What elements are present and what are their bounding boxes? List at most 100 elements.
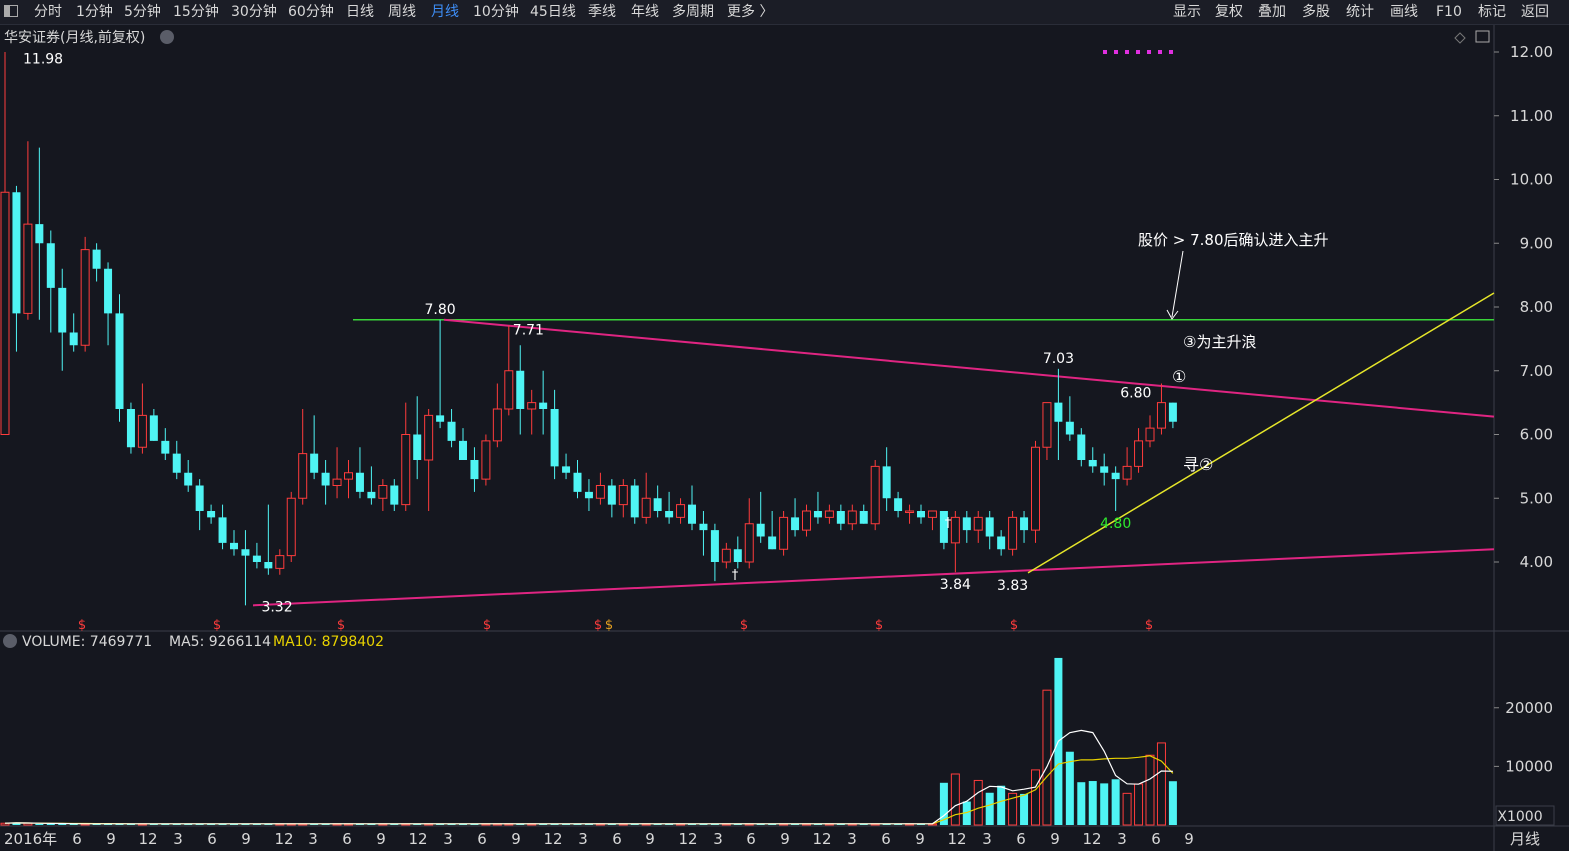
time-tick-label: 6 bbox=[612, 830, 622, 848]
candle-body bbox=[390, 485, 399, 505]
tool-tab-7[interactable]: 标记 bbox=[1478, 4, 1506, 20]
candle-body bbox=[562, 466, 571, 473]
candle-body bbox=[813, 511, 822, 518]
candle-body bbox=[859, 511, 868, 524]
volume-bar bbox=[207, 823, 216, 825]
candle-body bbox=[80, 249, 90, 346]
main-annotation: 股价 > 7.80后确认进入主升 bbox=[1138, 231, 1329, 249]
tab-4[interactable]: 30分钟 bbox=[231, 4, 277, 20]
candle-body bbox=[1122, 465, 1132, 480]
tool-tab-5[interactable]: 画线 bbox=[1390, 4, 1418, 20]
title-dropdown-icon bbox=[160, 30, 174, 44]
volume-bar bbox=[355, 823, 364, 825]
candle-body bbox=[721, 548, 731, 563]
stock-chart[interactable]: 12.00 11.00 10.00 9.00 8.00 7.00 6.00 5.00 4.00 华… bbox=[0, 25, 1569, 851]
time-tick-label: 3 bbox=[443, 830, 453, 848]
tab-7[interactable]: 周线 bbox=[388, 4, 416, 20]
tab-11[interactable]: 季线 bbox=[588, 4, 616, 20]
candle-body bbox=[882, 466, 891, 499]
candle-body bbox=[527, 402, 537, 410]
tab-5[interactable]: 60分钟 bbox=[288, 4, 334, 20]
time-tick-label: 6 bbox=[342, 830, 352, 848]
time-tick-label: 12 bbox=[678, 830, 697, 848]
candle-body bbox=[69, 332, 78, 346]
tab-3[interactable]: 15分钟 bbox=[173, 4, 219, 20]
candle-body bbox=[950, 516, 960, 544]
signal-marker: $ bbox=[875, 618, 883, 633]
tab-12[interactable]: 年线 bbox=[631, 4, 659, 20]
tool-tab-8[interactable]: 返回 bbox=[1521, 4, 1549, 20]
tab-13[interactable]: 多周期 bbox=[672, 4, 714, 20]
volume-bar bbox=[35, 823, 44, 825]
volume-bar bbox=[962, 801, 971, 825]
price-label: 11.98 bbox=[23, 51, 63, 67]
volume-bar bbox=[459, 823, 467, 825]
tab-10[interactable]: 45日线 bbox=[530, 4, 576, 20]
price-tick-label: 4.00 bbox=[1520, 553, 1553, 571]
signal-marker: $ bbox=[78, 618, 86, 633]
tool-tab-1[interactable]: 复权 bbox=[1215, 4, 1243, 20]
tool-tab-3[interactable]: 多股 bbox=[1302, 4, 1330, 20]
candle-body bbox=[917, 511, 925, 518]
tool-tab-6[interactable]: F10 bbox=[1436, 4, 1462, 20]
candle-body bbox=[1031, 446, 1040, 531]
volume-bar bbox=[1168, 781, 1177, 825]
tab-8[interactable]: 月线 bbox=[431, 4, 459, 20]
candle-body bbox=[252, 555, 261, 562]
tool-tab-2[interactable]: 叠加 bbox=[1258, 4, 1286, 20]
menu-icon[interactable] bbox=[4, 5, 18, 17]
candle-body bbox=[104, 268, 113, 314]
descending-trend-line bbox=[443, 318, 1495, 418]
tool-tab-0[interactable]: 显示 bbox=[1173, 4, 1201, 20]
volume-bar bbox=[184, 823, 193, 825]
candle-body bbox=[378, 485, 388, 499]
volume-bar bbox=[367, 823, 376, 825]
candle-body bbox=[927, 510, 937, 518]
time-tick-label: 12 bbox=[274, 830, 293, 848]
candle-body bbox=[92, 249, 101, 269]
volume-bar bbox=[950, 773, 960, 826]
candle-body bbox=[985, 517, 994, 537]
volume-bar bbox=[1145, 754, 1155, 826]
candle-body bbox=[504, 370, 514, 410]
candle-body bbox=[58, 287, 67, 333]
tool-tab-4[interactable]: 统计 bbox=[1346, 4, 1374, 20]
candle-body bbox=[665, 511, 674, 518]
candle-body bbox=[791, 517, 800, 531]
time-tick-label: 6 bbox=[72, 830, 82, 848]
candle-body bbox=[779, 516, 789, 550]
volume-bar bbox=[252, 823, 261, 825]
volume-bar bbox=[539, 823, 548, 825]
candle-body bbox=[149, 415, 158, 441]
tab-1[interactable]: 1分钟 bbox=[76, 4, 113, 20]
tab-2[interactable]: 5分钟 bbox=[124, 4, 161, 20]
candle-body bbox=[905, 510, 915, 513]
candle-body bbox=[939, 511, 948, 543]
diamond-icon bbox=[1454, 32, 1466, 44]
volume-ma10: MA10: 8798402 bbox=[273, 634, 384, 650]
volume-bar bbox=[1020, 793, 1029, 825]
volume-bar bbox=[813, 823, 822, 825]
candle-body bbox=[35, 224, 44, 244]
volume-bar bbox=[470, 823, 479, 825]
candle-body bbox=[1077, 434, 1086, 460]
volume-bar bbox=[447, 823, 456, 825]
price-label: 3.83 bbox=[997, 578, 1028, 594]
volume-bar bbox=[973, 779, 983, 826]
volume-bar bbox=[58, 823, 67, 825]
period-toolbar: 分时 1分钟 5分钟 15分钟 30分钟 60分钟 日线 周线 月线 10分钟 45日线 季线 年线 多周… bbox=[0, 0, 1569, 25]
time-tick-label: 12 bbox=[1082, 830, 1101, 848]
tab-6[interactable]: 日线 bbox=[346, 4, 374, 20]
candle-body bbox=[230, 542, 238, 550]
volume-bar bbox=[0, 822, 10, 826]
price-label: 7.80 bbox=[425, 302, 456, 318]
volume-bar bbox=[1008, 792, 1018, 826]
volume-bar bbox=[126, 823, 135, 825]
tab-14[interactable]: 更多 〉 bbox=[727, 4, 774, 20]
wave3-annotation: ③为主升浪 bbox=[1183, 333, 1256, 351]
tab-9[interactable]: 10分钟 bbox=[473, 4, 519, 20]
tab-0[interactable]: 分时 bbox=[34, 4, 62, 20]
volume-bar bbox=[939, 782, 948, 825]
dot-marker bbox=[1158, 50, 1162, 54]
volume-bar bbox=[1134, 783, 1144, 826]
